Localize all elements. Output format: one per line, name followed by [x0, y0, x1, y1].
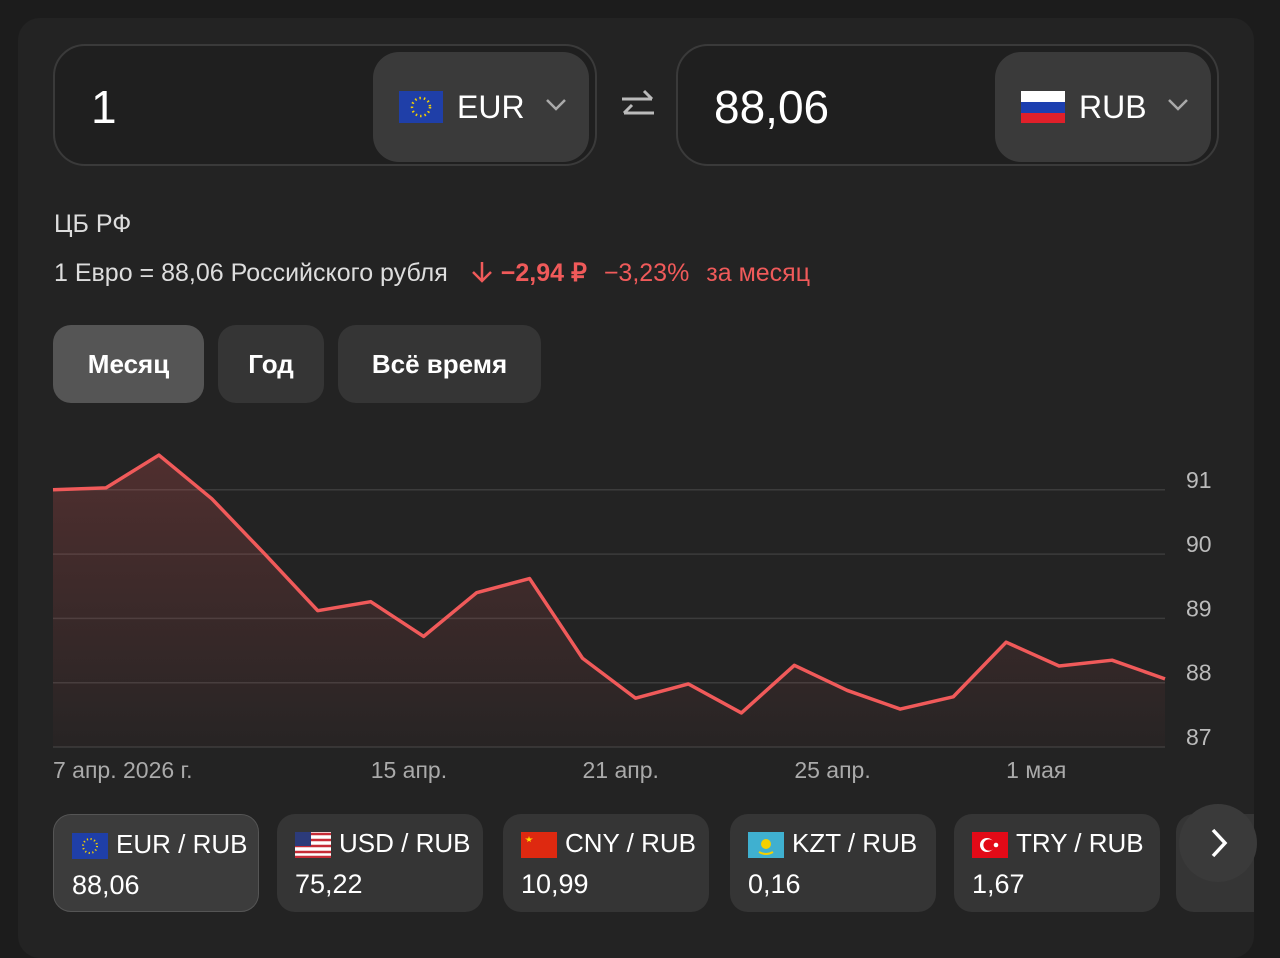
to-amount[interactable]: 88,06 — [714, 81, 830, 133]
chevron — [546, 99, 566, 111]
us-flag — [295, 832, 331, 858]
rate-line: 1 Евро = 88,06 Российского рубля −2,94 ₽… — [54, 258, 810, 288]
y-tick-label: 91 — [1186, 467, 1212, 493]
x-tick-label: 7 апр. 2026 г. — [53, 757, 193, 783]
pair-name: CNY / RUB — [565, 828, 696, 858]
pair-card[interactable]: CNY / RUB 10,99 — [503, 814, 709, 912]
chevron — [1168, 99, 1188, 111]
from-amount[interactable]: 1 — [91, 81, 117, 133]
ru-flag — [1021, 91, 1065, 123]
swap-icon[interactable] — [618, 88, 658, 124]
rate-percent: −3,23% — [603, 259, 690, 287]
pair-card[interactable]: USD / RUB 75,22 — [277, 814, 483, 912]
y-tick-label: 87 — [1186, 724, 1212, 750]
pair-name: KZT / RUB — [792, 828, 918, 858]
rate-change: −2,94 ₽ — [500, 259, 587, 287]
next-icon — [1211, 828, 1228, 858]
to-currency: RUB — [1079, 89, 1147, 125]
tr-flag — [972, 832, 1008, 858]
pair-value: 88,06 — [72, 870, 140, 900]
from-currency: EUR — [457, 89, 525, 125]
pair-value: 75,22 — [295, 869, 363, 899]
line-area — [53, 455, 1165, 747]
next-button[interactable] — [1179, 804, 1257, 882]
x-tick-label: 25 апр. — [794, 757, 870, 783]
y-tick-label: 90 — [1186, 531, 1212, 557]
source: ЦБ РФ — [54, 210, 132, 238]
pair-value: 0,16 — [748, 869, 801, 899]
chart: 87 88 89 90 91 7 апр. 2026 г. 15 апр. 21 апр. 25… — [52, 453, 1212, 783]
tab[interactable]: Год — [218, 325, 324, 403]
eu-flag — [72, 833, 108, 859]
y-tick-label: 88 — [1186, 660, 1212, 686]
pair-card[interactable]: EUR / RUB 88,06 — [53, 814, 259, 912]
tab[interactable]: Всё время — [338, 325, 541, 403]
y-tick-label: 89 — [1186, 595, 1212, 621]
page: 1 EUR 88,06 RUB ЦБ РФ 1 Евро = 88,06 Рос… — [52, 44, 1257, 912]
pair-value: 10,99 — [521, 869, 589, 899]
line — [52, 453, 1166, 715]
pair-name: USD / RUB — [339, 828, 471, 858]
pair-value: 1,67 — [972, 869, 1025, 899]
to-box[interactable]: 88,06 RUB — [676, 44, 1219, 166]
eu-flag — [399, 91, 443, 123]
tab[interactable]: Месяц — [53, 325, 204, 403]
rate-text: 1 Евро = 88,06 Российского рубля — [54, 259, 448, 287]
pair-name: EUR / RUB — [116, 829, 248, 859]
from-currency-select[interactable]: EUR — [373, 52, 589, 162]
rate-period: за месяц — [706, 259, 811, 287]
pair-card[interactable]: TRY / RUB 1,67 — [954, 814, 1160, 912]
cn-flag — [521, 832, 557, 858]
pair-name: TRY / RUB — [1016, 828, 1144, 858]
x-tick-label: 21 апр. — [583, 757, 659, 783]
pair-card[interactable]: KZT / RUB 0,16 — [730, 814, 936, 912]
x-tick-label: 15 апр. — [371, 757, 447, 783]
converter-card: 1 EUR 88,06 RUB ЦБ РФ 1 Евро = 88,06 Рос… — [18, 18, 1254, 958]
to-currency-select[interactable]: RUB — [995, 52, 1211, 162]
from-box[interactable]: 1 EUR — [53, 44, 597, 166]
kz-flag — [748, 832, 784, 858]
x-tick-label: 1 мая — [1006, 757, 1066, 783]
down-arrow — [471, 262, 492, 283]
